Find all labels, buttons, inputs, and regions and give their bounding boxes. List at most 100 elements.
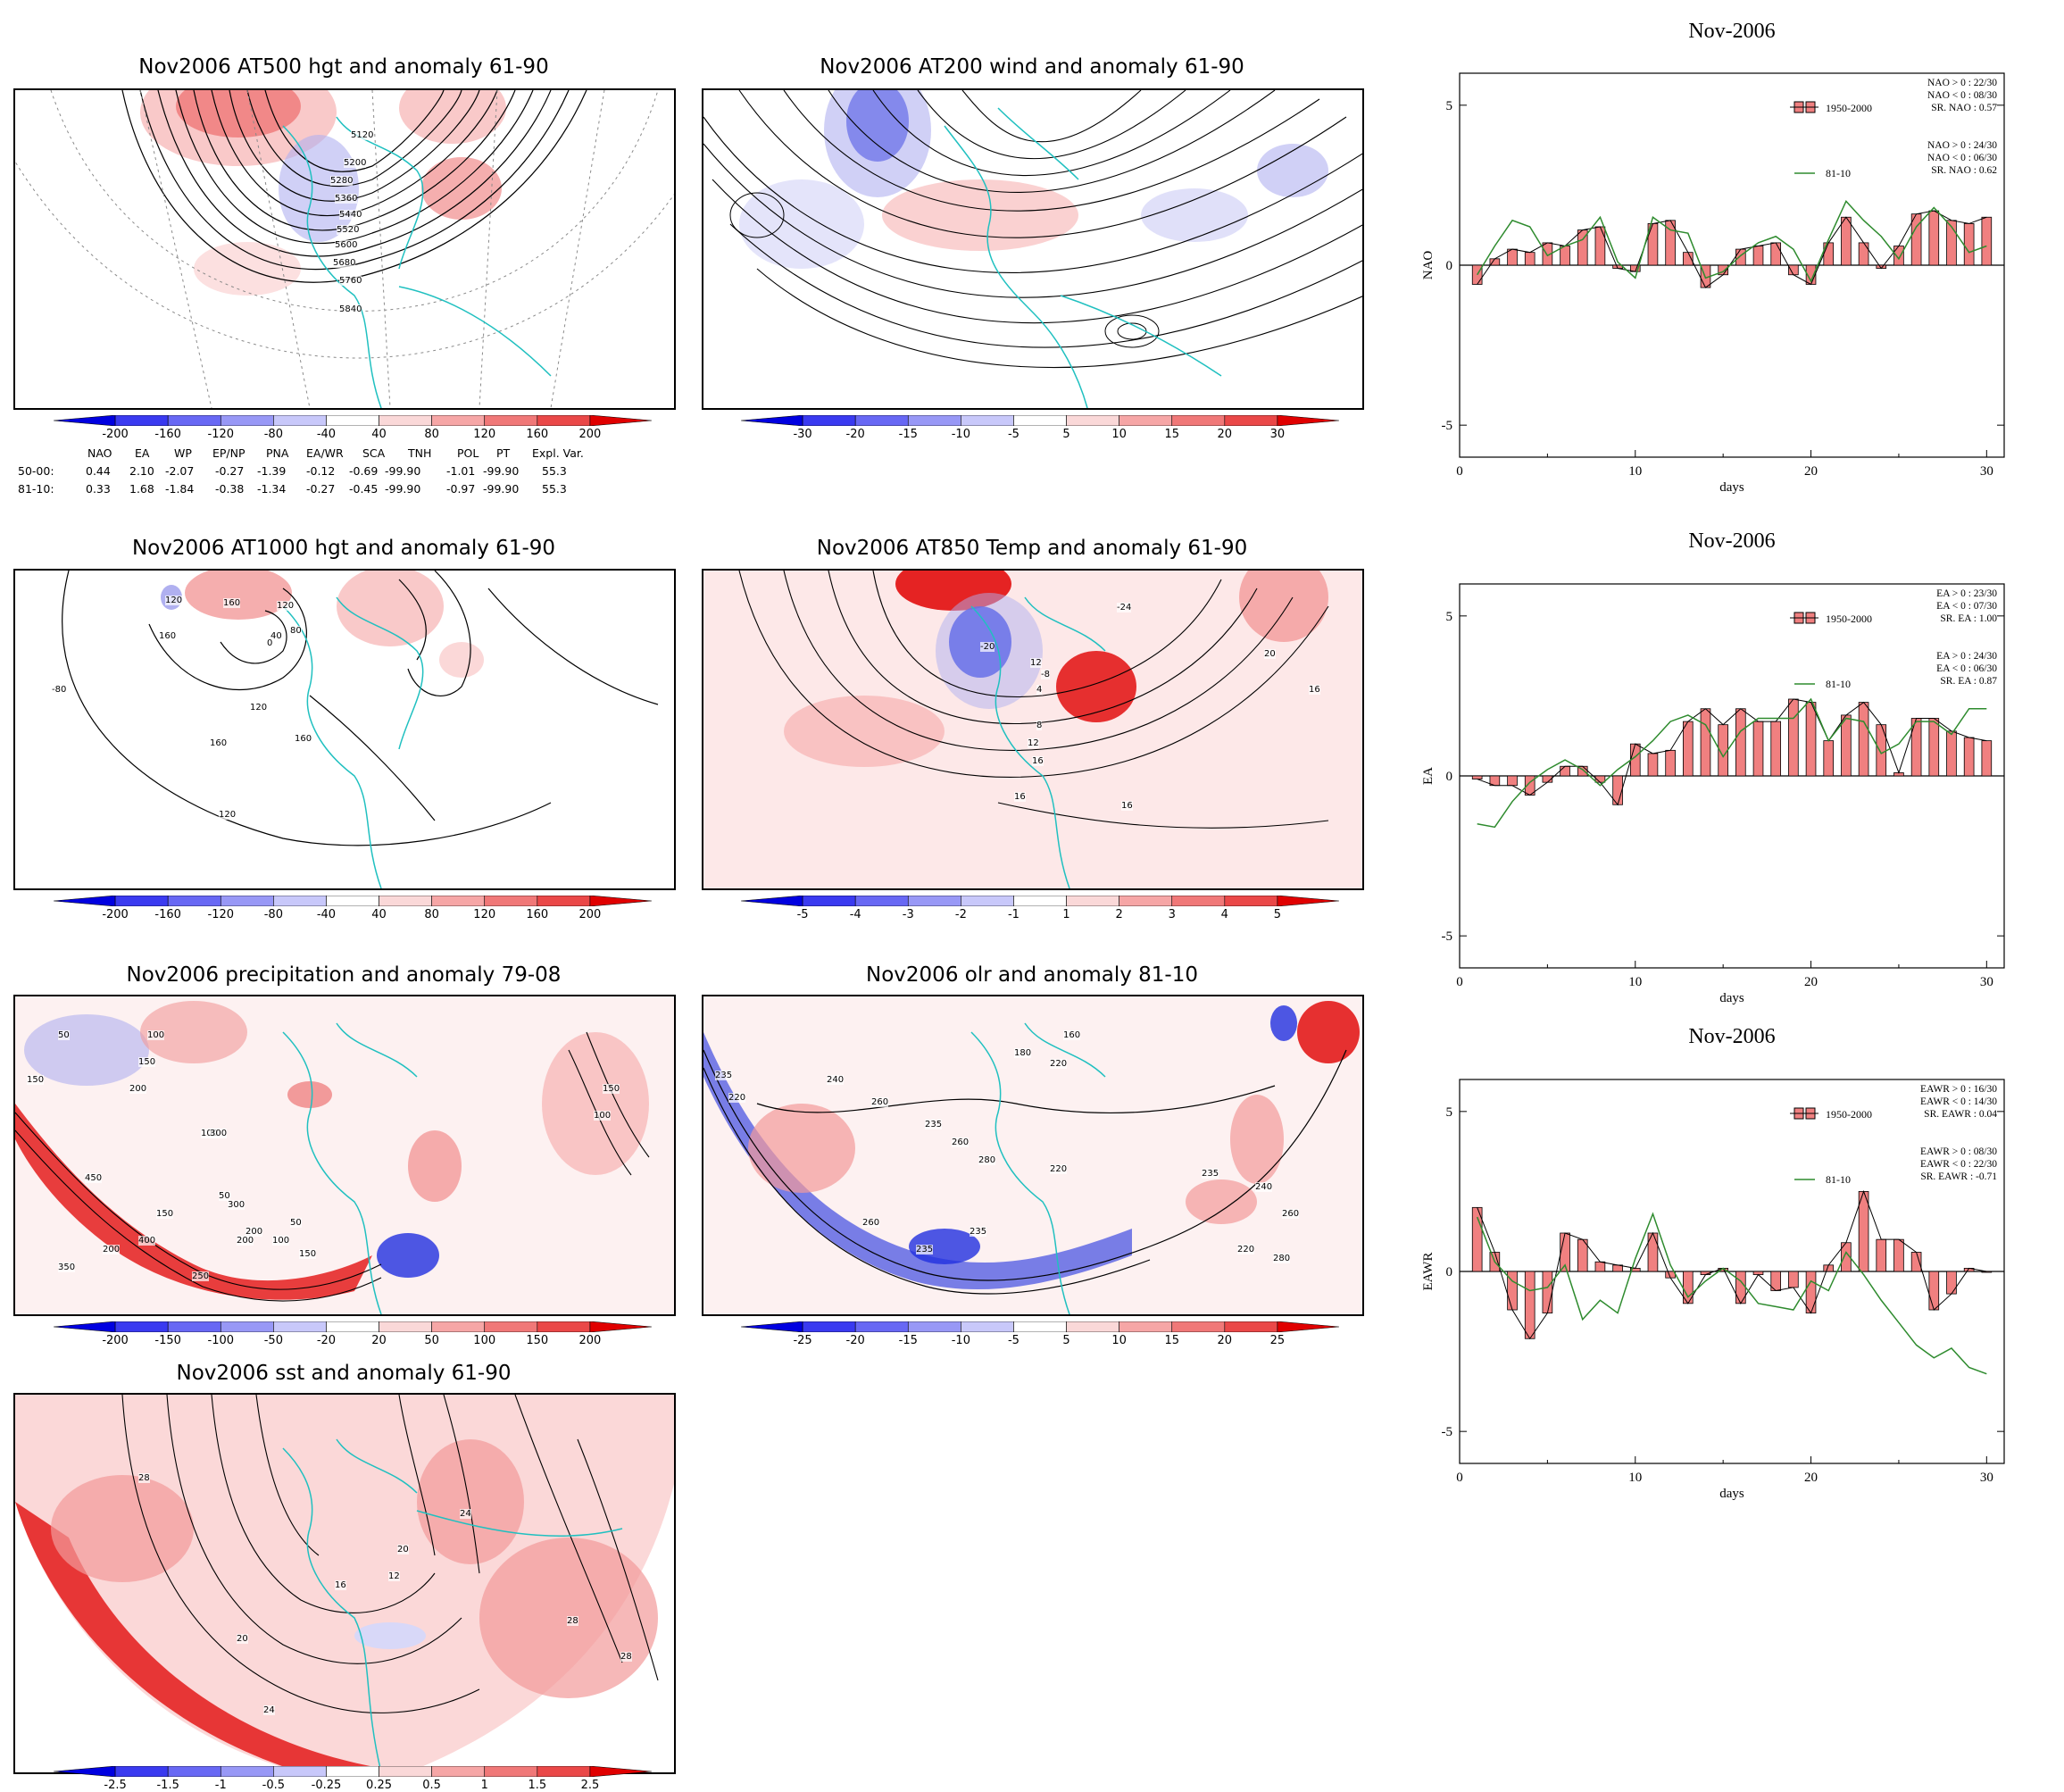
contour-label: 160	[1063, 1030, 1081, 1040]
contour-label: 100	[272, 1236, 290, 1246]
colorbar-segment	[1119, 415, 1173, 426]
table-header-eawr: EA/WR	[306, 446, 344, 460]
series-line-81-10	[1477, 199, 1987, 283]
y-tick-label: -5	[1442, 929, 1453, 944]
colorbar-tick-label: -160	[154, 428, 181, 441]
contour-label: 400	[138, 1236, 156, 1246]
legend-stat: EA > 0 : 23/30	[1936, 588, 1997, 599]
bar	[1981, 1271, 1993, 1273]
contour-label: 120	[277, 601, 295, 611]
colorbar-tick-label: 5	[1062, 1334, 1070, 1347]
bar	[1858, 702, 1869, 777]
colorbar-segment	[1171, 415, 1226, 426]
contour-label: 12	[1030, 658, 1042, 668]
colorbar-tick-label: -100	[207, 1334, 235, 1347]
colorbar-tick-label: -150	[154, 1334, 181, 1347]
contour-label: 260	[862, 1218, 880, 1228]
colorbar-segment	[537, 1766, 591, 1777]
bar	[1752, 721, 1764, 777]
colorbar-segment	[589, 1766, 652, 1777]
table-header-explvar: Expl. Var.	[532, 446, 584, 460]
colorbar-segment	[802, 1321, 856, 1332]
chart-nao: -5 0 5 0 10 20 30 days NAO 1950-2000 81-10 NAO > 0 …	[1421, 72, 2005, 495]
colorbar-tick-label: -20	[845, 428, 865, 441]
map-at1000-svg	[62, 571, 659, 888]
contour-label: 120	[165, 596, 183, 605]
colorbar-tick-label: 25	[1269, 1334, 1286, 1347]
bar	[1963, 737, 1975, 777]
colorbar-tick-label: -200	[102, 428, 129, 441]
contour-label: 250	[192, 1271, 210, 1281]
colorbar	[54, 1321, 652, 1332]
colorbar-segment	[431, 1766, 486, 1777]
colorbar-tick-label: -15	[898, 1334, 918, 1347]
colorbar-segment	[54, 896, 116, 906]
bar	[1858, 242, 1869, 266]
contour-label: 280	[978, 1155, 996, 1165]
table-cell: -0.12	[306, 464, 336, 478]
colorbar-tick-label: -200	[102, 1334, 129, 1347]
colorbar-segment	[854, 415, 909, 426]
table-cell: -0.97	[446, 482, 476, 496]
table-cell: -0.27	[306, 482, 336, 496]
colorbar	[741, 896, 1339, 906]
contour-label: 240	[1255, 1182, 1273, 1192]
x-tick-label: 20	[1804, 1471, 1818, 1485]
legend-stat: EAWR < 0 : 14/30	[1920, 1096, 1997, 1107]
contour-label: 0	[267, 638, 273, 648]
colorbar-segment	[167, 896, 221, 906]
bar	[1524, 252, 1536, 266]
colorbar-segment	[1119, 896, 1173, 906]
table-cell: -0.45	[349, 482, 379, 496]
colorbar-tick-label: 80	[424, 428, 439, 441]
colorbar-segment	[431, 415, 486, 426]
bar	[1471, 775, 1483, 779]
table-header-ea: EA	[135, 446, 150, 460]
colorbar-tick-label: 200	[578, 908, 602, 921]
legend-stat: SR. EAWR : -0.71	[1920, 1171, 1997, 1182]
chart-ea: -5 0 5 0 10 20 30 days EA 1950-2000 81-10 EA > 0 : …	[1421, 583, 2005, 1005]
y-tick-label: 5	[1446, 99, 1453, 113]
colorbar-segment	[484, 896, 538, 906]
contour-label: 5520	[337, 225, 360, 235]
y-tick-label: -5	[1442, 1425, 1453, 1439]
contour-label: 150	[299, 1249, 317, 1259]
colorbar-segment	[484, 415, 538, 426]
bar	[1682, 721, 1694, 777]
contour-label: 220	[1050, 1164, 1068, 1174]
table-header-pol: POL	[457, 446, 479, 460]
bar	[1858, 1191, 1869, 1272]
colorbar-segment	[802, 415, 856, 426]
colorbar-segment	[379, 896, 432, 906]
colorbar-segment	[167, 1321, 221, 1332]
colorbar-segment	[484, 1766, 538, 1777]
colorbar-segment	[741, 415, 803, 426]
y-tick-label: -5	[1442, 419, 1453, 433]
map-precip-svg	[15, 996, 674, 1314]
table-header-tnh: TNH	[408, 446, 432, 460]
table-row-label: 81-10:	[18, 482, 54, 496]
series-line-81-10	[1476, 1212, 1987, 1375]
bar	[1647, 753, 1659, 777]
contour-label: 150	[27, 1075, 45, 1085]
colorbar-tick-label: 150	[526, 1334, 549, 1347]
contour-label: 5760	[339, 276, 362, 286]
bar	[1823, 740, 1835, 777]
table-cell: -0.69	[349, 464, 379, 478]
table-cell: -1.39	[257, 464, 287, 478]
colorbar-segment	[537, 1321, 591, 1332]
x-tick-label: 30	[1980, 1471, 1993, 1485]
colorbar-tick-label: -20	[845, 1334, 865, 1347]
bar	[1594, 226, 1606, 266]
colorbar-tick-label: 40	[371, 428, 387, 441]
contour-label: 120	[219, 810, 237, 820]
table-header-epnp: EP/NP	[212, 446, 246, 460]
legend-label: 81-10	[1826, 1173, 1851, 1186]
bar	[1981, 216, 1993, 266]
contour-label: 80	[290, 626, 302, 636]
colorbar-tick-label: -10	[951, 1334, 970, 1347]
colorbar-tick-label: 200	[578, 428, 602, 441]
colorbar-tick-label: 160	[526, 908, 549, 921]
colorbar-segment	[167, 415, 221, 426]
colorbar-tick-label: 15	[1164, 1334, 1179, 1347]
